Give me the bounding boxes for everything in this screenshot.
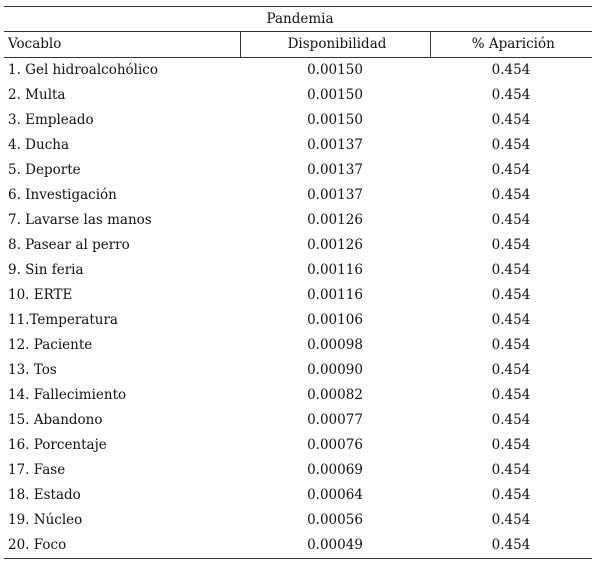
- cell-term: 17. Fase: [8, 462, 66, 478]
- cell-availability: 0.00049: [240, 533, 430, 559]
- cell-term: 16. Porcentaje: [8, 437, 107, 453]
- cell-appearance: 0.454: [491, 412, 531, 428]
- table-caption-row: Pandemia: [4, 6, 593, 32]
- cell-term: 12. Paciente: [8, 337, 93, 353]
- cell-appearance: 0.454: [491, 262, 531, 278]
- header-appearance: % Aparición: [429, 31, 593, 58]
- cell-availability: 0.00077: [307, 412, 363, 428]
- cell-term: 5. Deporte: [8, 162, 81, 178]
- cell-availability: 0.00137: [307, 187, 363, 203]
- cell-term: 19. Núcleo: [8, 512, 83, 528]
- table-header-row: Vocablo Disponibilidad % Aparición: [4, 31, 593, 58]
- cell-term: 18. Estado: [8, 487, 81, 503]
- table-row: 18. Estado 0.00064 0.454: [4, 483, 592, 508]
- cell-availability: 0.00126: [307, 212, 363, 228]
- cell-availability: 0.00150: [307, 112, 363, 128]
- cell-term: 3. Empleado: [8, 112, 94, 128]
- table-row: 17. Fase 0.00069 0.454: [4, 458, 592, 483]
- cell-appearance: 0.454: [491, 137, 531, 153]
- cell-term: 14. Fallecimiento: [8, 387, 127, 403]
- cell-term: 9. Sin feria: [8, 262, 84, 278]
- cell-term: 10. ERTE: [8, 287, 73, 303]
- cell-availability: 0.00150: [307, 87, 363, 103]
- cell-appearance: 0.454: [491, 287, 531, 303]
- header-availability: Disponibilidad: [239, 31, 430, 58]
- table-row: 4. Ducha 0.00137 0.454: [4, 133, 592, 158]
- cell-appearance: 0.454: [491, 237, 531, 253]
- cell-availability: 0.00116: [307, 287, 363, 303]
- cell-availability: 0.00082: [307, 387, 363, 403]
- cell-term: 15. Abandono: [8, 412, 103, 428]
- cell-appearance: 0.454: [491, 87, 531, 103]
- cell-term: 6. Investigación: [8, 187, 117, 203]
- table-row: 20. Foco 0.00049 0.454: [4, 533, 593, 559]
- cell-appearance: 0.454: [491, 362, 531, 378]
- cell-term: 2. Multa: [8, 87, 66, 103]
- cell-term: 20. Foco: [4, 533, 240, 559]
- cell-term: 8. Pasear al perro: [8, 237, 130, 253]
- cell-availability: 0.00056: [307, 512, 363, 528]
- table-row: 19. Núcleo 0.00056 0.454: [4, 508, 592, 533]
- table-row: 1. Gel hidroalcohólico 0.00150 0.454: [4, 58, 592, 84]
- cell-appearance: 0.454: [491, 312, 531, 328]
- cell-appearance: 0.454: [491, 512, 531, 528]
- vocabulary-table: Pandemia Vocablo Disponibilidad % Aparic…: [4, 6, 593, 559]
- cell-availability: 0.00137: [307, 137, 363, 153]
- cell-availability: 0.00098: [307, 337, 363, 353]
- cell-appearance: 0.454: [491, 337, 531, 353]
- table-row: 14. Fallecimiento 0.00082 0.454: [4, 383, 592, 408]
- table-row: 3. Empleado 0.00150 0.454: [4, 108, 592, 133]
- table-row: 6. Investigación 0.00137 0.454: [4, 183, 592, 208]
- cell-term: 13. Tos: [8, 362, 57, 378]
- cell-appearance: 0.454: [491, 387, 531, 403]
- cell-appearance: 0.454: [491, 112, 531, 128]
- table-row: 11.Temperatura 0.00106 0.454: [4, 308, 592, 333]
- cell-availability: 0.00137: [307, 162, 363, 178]
- cell-term: 4. Ducha: [8, 137, 69, 153]
- table-row: 5. Deporte 0.00137 0.454: [4, 158, 592, 183]
- table-row: 8. Pasear al perro 0.00126 0.454: [4, 233, 592, 258]
- cell-term: 11.Temperatura: [8, 312, 118, 328]
- cell-availability: 0.00106: [307, 312, 363, 328]
- table-row: 16. Porcentaje 0.00076 0.454: [4, 433, 592, 458]
- cell-appearance: 0.454: [491, 462, 531, 478]
- table-row: 10. ERTE 0.00116 0.454: [4, 283, 592, 308]
- cell-term: 7. Lavarse las manos: [8, 212, 152, 228]
- table-row: 13. Tos 0.00090 0.454: [4, 358, 592, 383]
- table-row: 9. Sin feria 0.00116 0.454: [4, 258, 592, 283]
- cell-availability: 0.00116: [307, 262, 363, 278]
- cell-appearance: 0.454: [491, 162, 531, 178]
- cell-appearance: 0.454: [491, 437, 531, 453]
- cell-appearance: 0.454: [491, 187, 531, 203]
- header-vocabulary: Vocablo: [4, 31, 240, 58]
- cell-appearance: 0.454: [491, 487, 531, 503]
- cell-availability: 0.00069: [307, 462, 363, 478]
- vocabulary-table-container: Pandemia Vocablo Disponibilidad % Aparic…: [4, 6, 593, 559]
- table-row: 15. Abandono 0.00077 0.454: [4, 408, 592, 433]
- cell-appearance: 0.454: [430, 533, 593, 559]
- cell-term: 1. Gel hidroalcohólico: [8, 62, 158, 78]
- cell-availability: 0.00076: [307, 437, 363, 453]
- table-body: 1. Gel hidroalcohólico 0.00150 0.454 2. Mul…: [4, 58, 593, 559]
- cell-appearance: 0.454: [491, 62, 531, 78]
- cell-availability: 0.00126: [307, 237, 363, 253]
- cell-availability: 0.00150: [307, 62, 363, 78]
- cell-availability: 0.00064: [307, 487, 363, 503]
- cell-appearance: 0.454: [491, 212, 531, 228]
- table-caption: Pandemia: [4, 6, 593, 32]
- table-row: 2. Multa 0.00150 0.454: [4, 83, 592, 108]
- table-row: 12. Paciente 0.00098 0.454: [4, 333, 592, 358]
- cell-availability: 0.00090: [307, 362, 363, 378]
- table-row: 7. Lavarse las manos 0.00126 0.454: [4, 208, 592, 233]
